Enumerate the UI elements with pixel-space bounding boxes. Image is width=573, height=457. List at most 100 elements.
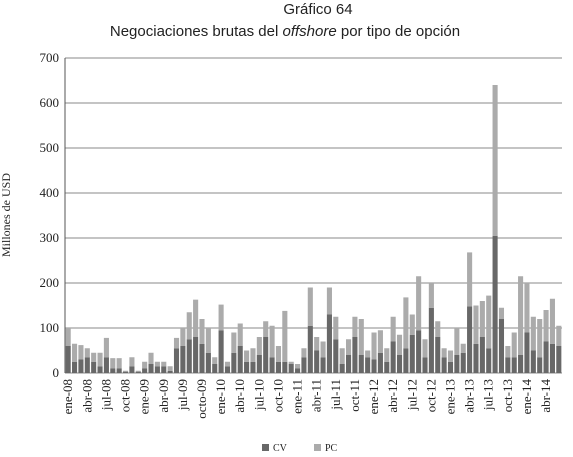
bar-segment bbox=[467, 306, 473, 373]
bar-segment bbox=[339, 364, 345, 373]
bar-segment bbox=[543, 341, 549, 373]
bar-segment bbox=[173, 337, 180, 349]
bar-segment bbox=[193, 337, 199, 373]
bar-segment bbox=[454, 355, 460, 373]
bar-segment bbox=[275, 346, 282, 362]
x-tick-label: abr-13 bbox=[462, 379, 477, 413]
x-tick-label: ene-08 bbox=[60, 379, 75, 414]
bar-segment bbox=[326, 287, 332, 315]
x-tick-label: abr-10 bbox=[232, 379, 247, 413]
y-tick-label: 500 bbox=[40, 140, 60, 155]
bar-segment bbox=[301, 357, 307, 373]
x-tick-label: jul-12 bbox=[404, 379, 419, 411]
bar-segment bbox=[78, 359, 84, 373]
y-axis-label: Millones de USD bbox=[0, 173, 13, 257]
bar-segment bbox=[530, 350, 536, 373]
bar-segment bbox=[103, 337, 109, 358]
bar-segment bbox=[416, 330, 422, 373]
bar-segment bbox=[231, 332, 237, 353]
legend-swatch bbox=[262, 444, 269, 451]
bar-segment bbox=[390, 316, 396, 342]
bar-segment bbox=[492, 85, 498, 236]
x-tick-label: abr-09 bbox=[156, 379, 171, 413]
bar-segment bbox=[256, 355, 262, 373]
bar-segment bbox=[263, 337, 269, 373]
bar-segment bbox=[505, 357, 511, 373]
bar-segment bbox=[269, 325, 275, 358]
bar-segment bbox=[103, 357, 109, 373]
bar-segment bbox=[486, 295, 492, 349]
bar-segment bbox=[199, 319, 205, 344]
bar-segment bbox=[282, 361, 288, 373]
bar-segment bbox=[180, 328, 186, 346]
x-tick-label: jul-13 bbox=[481, 379, 496, 411]
bar-segment bbox=[250, 348, 256, 362]
bar-segment bbox=[97, 366, 103, 373]
bar-segment bbox=[122, 371, 129, 373]
bar-segment bbox=[320, 357, 326, 373]
bar-segment bbox=[371, 359, 377, 373]
bar-segment bbox=[84, 348, 90, 358]
y-tick-label: 700 bbox=[40, 50, 60, 65]
bar-segment bbox=[161, 366, 167, 373]
x-tick-label: oct-13 bbox=[500, 379, 515, 412]
bar-segment bbox=[167, 370, 173, 373]
x-tick-label: oct-12 bbox=[423, 379, 438, 412]
bar-segment bbox=[409, 314, 415, 335]
bar-segment bbox=[205, 352, 211, 373]
bar-segment bbox=[154, 366, 160, 373]
bar-segment bbox=[212, 357, 218, 364]
bar-segment bbox=[173, 348, 180, 373]
bar-segment bbox=[307, 325, 313, 373]
bar-segment bbox=[161, 361, 167, 367]
bar-segment bbox=[524, 332, 530, 373]
bar-segment bbox=[295, 364, 301, 369]
bar-segment bbox=[511, 357, 517, 373]
x-tick-label: ene-10 bbox=[213, 379, 228, 414]
legend-label: CV bbox=[273, 443, 288, 454]
bar-segment bbox=[301, 348, 307, 358]
y-tick-label: 100 bbox=[40, 320, 60, 335]
bar-segment bbox=[460, 343, 466, 353]
x-tick-label: abr-11 bbox=[309, 379, 324, 412]
bar-segment bbox=[142, 368, 148, 373]
bar-segment bbox=[473, 305, 479, 344]
x-tick-label: oct-08 bbox=[118, 379, 133, 412]
bar-segment bbox=[269, 357, 275, 373]
bar-segment bbox=[479, 301, 485, 337]
bar-segment bbox=[486, 348, 492, 373]
bar-segment bbox=[384, 361, 390, 373]
bar-segment bbox=[193, 299, 199, 337]
bar-segment bbox=[91, 352, 97, 362]
bar-segment bbox=[352, 316, 358, 337]
legend-swatch bbox=[314, 444, 321, 451]
bar-segment bbox=[218, 330, 224, 373]
chart-title: Gráfico 64 bbox=[283, 1, 352, 18]
x-tick-label: abr-14 bbox=[538, 379, 553, 413]
bar-segment bbox=[72, 343, 78, 362]
bar-segment bbox=[142, 361, 148, 369]
bar-segment bbox=[135, 370, 141, 372]
bar-segment bbox=[288, 364, 294, 373]
bar-segment bbox=[314, 337, 320, 351]
bar-segment bbox=[333, 339, 339, 373]
bar-segment bbox=[441, 348, 447, 358]
bar-segment bbox=[428, 307, 434, 373]
bar-segment bbox=[122, 370, 129, 372]
bar-segment bbox=[72, 361, 78, 373]
y-tick-label: 600 bbox=[40, 95, 60, 110]
y-tick-label: 0 bbox=[53, 365, 60, 380]
bar-segment bbox=[244, 361, 250, 373]
x-tick-label: ene-12 bbox=[366, 379, 381, 414]
bar-segment bbox=[377, 330, 383, 353]
x-tick-label: jul-09 bbox=[175, 379, 190, 411]
x-tick-label: ene-14 bbox=[519, 379, 534, 415]
bar-segment bbox=[435, 337, 441, 373]
bar-segment bbox=[224, 366, 231, 373]
bar-segment bbox=[288, 361, 294, 364]
bar-segment bbox=[84, 357, 90, 373]
bar-segment bbox=[212, 364, 218, 373]
bar-segment bbox=[256, 337, 262, 355]
bar-segment bbox=[148, 364, 154, 373]
bar-segment bbox=[537, 319, 543, 358]
